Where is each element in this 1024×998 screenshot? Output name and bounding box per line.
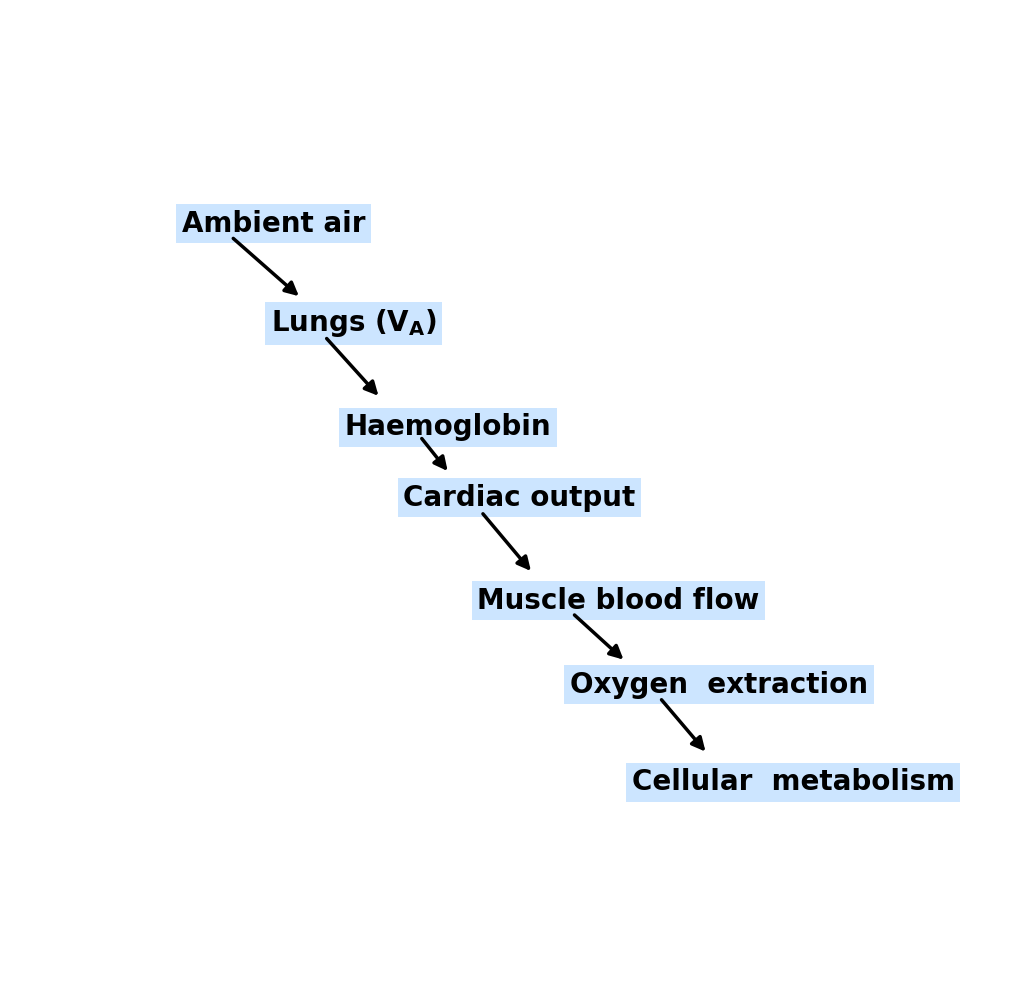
Text: Haemoglobin: Haemoglobin (345, 413, 551, 441)
Text: Ambient air: Ambient air (182, 210, 366, 238)
Text: Muscle blood flow: Muscle blood flow (477, 587, 760, 615)
Text: Cellular  metabolism: Cellular metabolism (632, 768, 955, 796)
Text: Lungs (V$_{\mathregular{A}}$): Lungs (V$_{\mathregular{A}}$) (270, 307, 436, 339)
Text: Oxygen  extraction: Oxygen extraction (570, 671, 868, 699)
Text: Cardiac output: Cardiac output (403, 484, 636, 512)
